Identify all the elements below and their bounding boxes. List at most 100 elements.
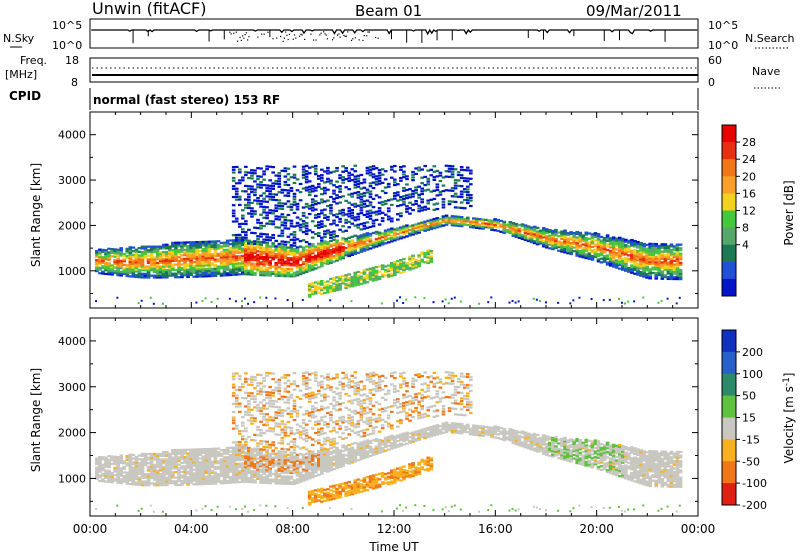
power-cell — [286, 258, 291, 261]
power-cell — [374, 218, 379, 222]
velocity-cell — [283, 455, 288, 458]
velocity-cell — [292, 455, 297, 458]
power-cell — [283, 219, 288, 222]
velocity-cell — [95, 477, 99, 480]
power-cell — [320, 265, 324, 268]
velocity-cell — [265, 429, 269, 432]
power-cell — [359, 277, 364, 280]
velocity-cell — [149, 465, 154, 468]
power-cell — [642, 246, 646, 249]
power-cell — [158, 261, 163, 265]
power-cell — [368, 168, 373, 171]
velocity-cell — [268, 416, 272, 419]
power-cell — [213, 249, 218, 252]
power-cell — [338, 277, 342, 280]
velocity-cell — [259, 431, 263, 434]
power-cell — [247, 204, 251, 207]
power-cell — [657, 268, 662, 271]
power-cell — [192, 244, 196, 247]
power-cell — [174, 263, 178, 266]
power-cell — [462, 179, 467, 183]
power-cell — [301, 211, 306, 215]
power-cell — [368, 209, 373, 212]
velocity-cell — [234, 455, 239, 458]
power-cell — [359, 234, 364, 237]
power-cell — [250, 190, 254, 194]
power-cell — [493, 229, 497, 232]
power-cell — [259, 270, 263, 273]
power-cell — [675, 245, 680, 248]
velocity-cell — [262, 418, 266, 421]
power-cell — [386, 233, 391, 237]
nsky-dot — [293, 34, 296, 36]
power-cell — [423, 208, 428, 211]
velocity-cell — [262, 379, 266, 383]
power-cell — [320, 243, 324, 246]
power-cell — [560, 235, 564, 239]
velocity-cell — [295, 445, 300, 448]
velocity-cell — [292, 446, 297, 449]
power-cell — [429, 198, 434, 201]
power-cell — [207, 244, 212, 247]
power-cell — [405, 188, 409, 192]
velocity-cell — [234, 477, 239, 480]
power-cell — [280, 249, 285, 252]
power-cell — [365, 169, 370, 172]
velocity-cell — [137, 463, 142, 466]
power-cell — [432, 219, 437, 222]
power-cell — [657, 272, 662, 275]
power-cell — [459, 168, 464, 171]
velocity-cell — [274, 480, 279, 483]
velocity-cell — [244, 397, 248, 400]
power-cell — [350, 168, 355, 171]
power-cell — [268, 270, 272, 273]
power-cell — [192, 242, 196, 246]
power-cell — [283, 245, 288, 249]
power-cell — [344, 283, 348, 286]
power-cell — [420, 221, 424, 224]
power-cell — [584, 246, 589, 249]
power-cell — [201, 268, 206, 271]
power-cell — [517, 229, 522, 232]
power-cell — [198, 262, 203, 265]
power-cell — [329, 286, 333, 290]
power-cell — [365, 172, 370, 175]
velocity-cell — [107, 471, 111, 474]
power-cell — [420, 228, 424, 231]
power-cell — [316, 246, 321, 249]
power-cell — [268, 222, 272, 226]
power-cell — [402, 230, 406, 234]
power-cell — [125, 269, 130, 272]
power-cell — [110, 269, 114, 272]
power-cell — [247, 260, 251, 263]
velocity-cell — [259, 409, 263, 412]
velocity-cell — [228, 470, 233, 473]
velocity-cell — [131, 483, 136, 486]
velocity-cell — [158, 460, 163, 463]
power-cell — [435, 222, 440, 225]
power-cell — [648, 269, 652, 273]
power-cell — [195, 255, 200, 258]
power-cell — [195, 253, 200, 256]
power-cell — [611, 243, 616, 246]
power-cell — [405, 205, 409, 208]
velocity-cell — [253, 470, 257, 473]
velocity-cell — [283, 448, 288, 451]
power-cell — [599, 261, 604, 264]
power-cell — [277, 256, 282, 259]
power-cell — [548, 239, 552, 243]
power-cell — [122, 254, 127, 257]
velocity-cell — [174, 450, 178, 454]
velocity-cell — [195, 448, 200, 451]
velocity-cell — [268, 454, 272, 457]
velocity-cell — [286, 468, 291, 471]
power-cell — [399, 259, 403, 262]
power-cell — [240, 190, 245, 193]
power-cell — [538, 242, 543, 245]
velocity-cell — [247, 402, 251, 406]
power-cell — [350, 242, 355, 246]
velocity-cell — [216, 505, 219, 508]
velocity-cell — [262, 463, 266, 466]
velocity-cell — [213, 482, 218, 485]
power-cell — [365, 237, 370, 240]
